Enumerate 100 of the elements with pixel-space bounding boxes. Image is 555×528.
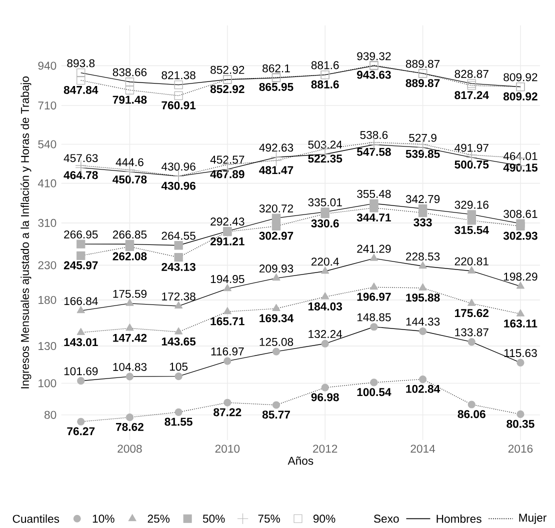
data-label: 852.92	[210, 85, 244, 94]
point	[467, 216, 476, 225]
legend-label: 25%	[148, 514, 170, 523]
point	[125, 242, 134, 252]
y-tick-label: 410	[38, 179, 56, 188]
y-tick-label: 710	[38, 101, 56, 110]
data-label: 105	[170, 362, 188, 371]
x-axis-title: Años	[288, 456, 314, 465]
point	[174, 253, 183, 262]
point	[76, 306, 85, 314]
data-label: 329.16	[454, 200, 488, 209]
data-label: 491.97	[454, 144, 488, 152]
data-label: 828.87	[454, 70, 488, 78]
data-label: 169.34	[260, 314, 294, 322]
point	[418, 327, 427, 336]
x-tick-label: 2016	[508, 444, 533, 453]
data-label: 132.24	[308, 330, 342, 338]
data-label: 81.55	[164, 418, 192, 426]
data-label: 430.96	[161, 182, 196, 190]
data-label: 184.03	[308, 302, 342, 310]
data-label: 266.85	[112, 230, 147, 239]
data-label: 87.22	[214, 408, 242, 416]
data-label: 333	[414, 218, 432, 226]
data-label: 133.87	[455, 328, 488, 336]
data-label: 101.69	[64, 367, 98, 376]
data-label: 209.93	[259, 264, 294, 273]
data-label: 344.71	[356, 213, 391, 222]
point	[223, 284, 232, 292]
data-label: 838.66	[112, 68, 147, 76]
data-label: 320.72	[259, 204, 294, 212]
legend-label: 10%	[92, 514, 114, 523]
data-label: 452.57	[210, 156, 244, 164]
point	[224, 357, 232, 365]
data-label: 264.55	[162, 232, 196, 240]
data-label: 893.8	[67, 59, 95, 68]
point	[77, 418, 85, 426]
point	[272, 401, 280, 409]
data-label: 881.6	[311, 61, 339, 70]
point	[272, 222, 281, 230]
data-label: 889.87	[406, 79, 440, 88]
point	[125, 78, 134, 86]
data-label: 943.63	[357, 70, 391, 79]
point	[321, 292, 330, 300]
point	[76, 251, 86, 260]
point	[418, 208, 428, 218]
point	[516, 410, 524, 418]
point	[370, 282, 378, 290]
data-label: 467.89	[210, 170, 244, 178]
y-tick-label: 940	[38, 62, 56, 70]
legend-label: 90%	[313, 514, 336, 523]
text: Hombres	[436, 514, 482, 523]
x-tick-label: 2012	[313, 444, 338, 453]
data-label: 503.24	[308, 140, 342, 149]
data-label: 881.6	[311, 80, 339, 88]
data-label: 335.01	[308, 198, 342, 206]
point	[468, 298, 476, 306]
data-label: 522.35	[308, 154, 342, 163]
point	[224, 398, 232, 406]
point	[174, 372, 182, 380]
data-label: 302.97	[259, 232, 294, 240]
point	[174, 241, 183, 250]
data-label: 125.08	[260, 338, 294, 346]
x-tick-label: 2010	[215, 444, 240, 453]
data-label: 175.62	[455, 309, 489, 318]
data-label: 315.54	[454, 226, 489, 234]
legend-label: 50%	[202, 514, 225, 523]
point	[126, 372, 134, 380]
y-tick-label: 540	[38, 140, 56, 148]
data-label: 241.29	[357, 244, 391, 253]
y-tick-label: 130	[38, 342, 56, 350]
point	[76, 76, 86, 85]
point	[272, 304, 280, 312]
data-label: 444.6	[116, 158, 144, 166]
point	[272, 274, 280, 281]
data-label: 163.11	[504, 320, 538, 328]
point	[125, 86, 134, 94]
data-label: 195.88	[406, 294, 440, 302]
point	[321, 266, 330, 274]
point	[223, 307, 232, 314]
data-label: 527.9	[409, 134, 436, 142]
data-label: 143.65	[162, 338, 196, 346]
data-label: 102.84	[406, 384, 440, 393]
point	[76, 68, 86, 78]
data-label: 172.38	[162, 292, 196, 300]
data-label: 889.87	[406, 60, 440, 68]
data-label: 862.1	[262, 64, 290, 72]
point	[370, 204, 378, 212]
point	[76, 240, 86, 248]
data-label: 457.63	[64, 154, 98, 162]
point	[418, 262, 427, 269]
data-label: 175.59	[113, 290, 147, 298]
data-label: 80.35	[506, 420, 534, 428]
data-label: 865.95	[259, 82, 294, 91]
data-label: 96.98	[311, 393, 339, 402]
y-tick-label: 80	[44, 410, 56, 419]
point	[126, 324, 134, 331]
data-label: 115.63	[504, 349, 537, 358]
data-label: 464.78	[64, 171, 98, 180]
point	[418, 283, 427, 290]
point	[76, 328, 85, 336]
